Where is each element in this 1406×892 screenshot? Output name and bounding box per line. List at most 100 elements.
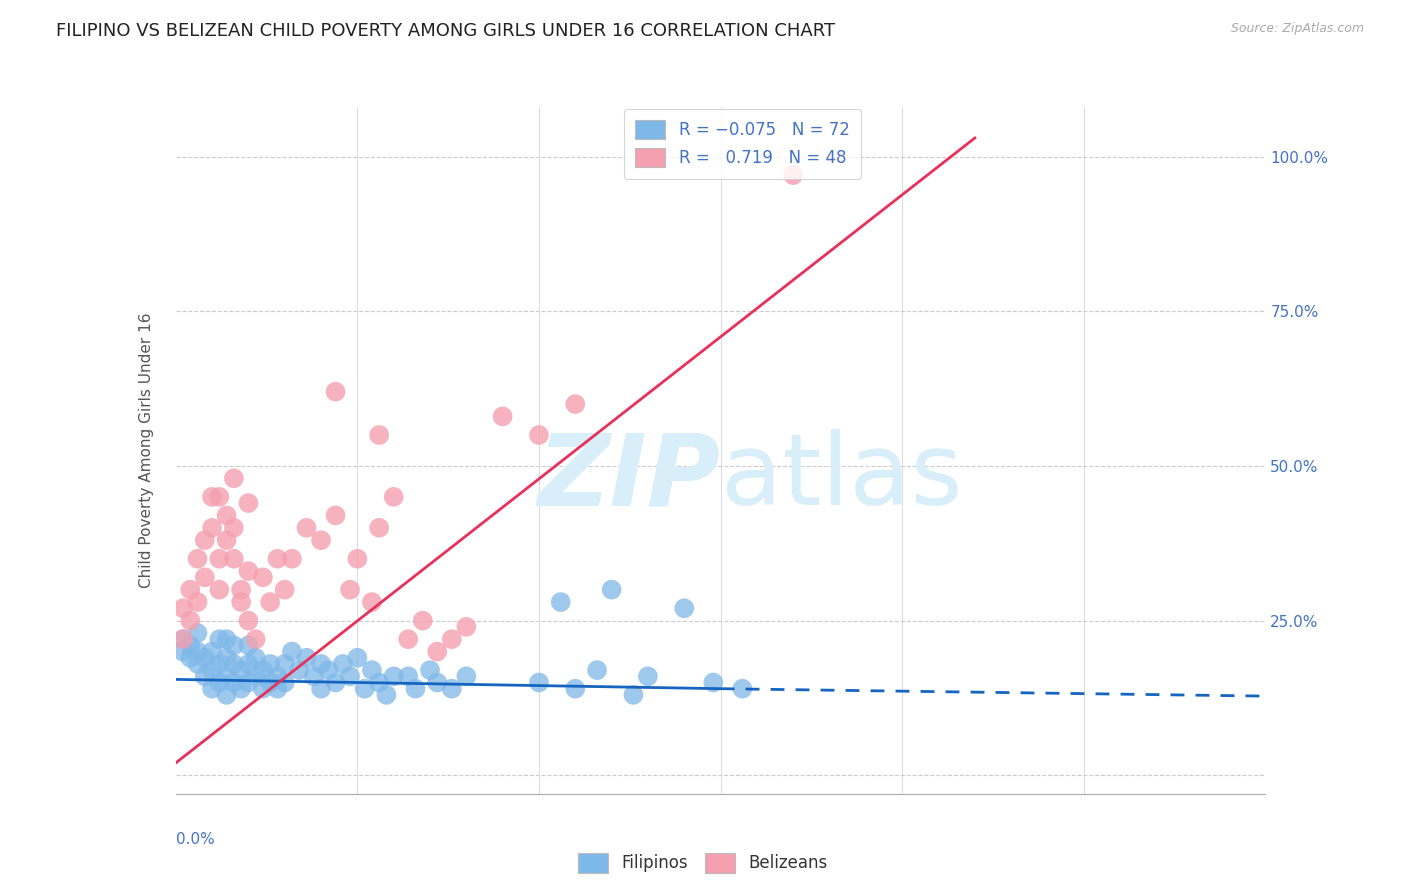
Point (194, 570, 217, 584)
Point (419, 663, 441, 677)
Point (353, 681, 375, 696)
Point (564, 681, 586, 696)
Point (222, 657, 245, 671)
Point (172, 644, 194, 658)
Point (208, 582, 231, 597)
Point (208, 551, 231, 566)
Point (186, 626, 209, 640)
Point (281, 644, 304, 658)
Text: atlas: atlas (721, 429, 962, 526)
Point (179, 582, 201, 597)
Point (179, 614, 201, 628)
Point (231, 681, 253, 696)
Point (222, 675, 245, 690)
Point (186, 644, 209, 658)
Point (368, 521, 391, 535)
Point (259, 595, 281, 609)
Point (440, 681, 463, 696)
Point (238, 675, 260, 690)
Point (222, 521, 245, 535)
Point (231, 582, 253, 597)
Point (456, 620, 478, 634)
Point (673, 601, 696, 615)
Point (231, 663, 253, 677)
Point (375, 688, 398, 702)
Point (325, 508, 347, 523)
Point (259, 675, 281, 690)
Point (274, 657, 297, 671)
Point (238, 614, 260, 628)
Point (231, 595, 253, 609)
Point (186, 551, 209, 566)
Point (440, 632, 463, 647)
Point (637, 669, 659, 683)
Point (215, 650, 238, 665)
Point (238, 564, 260, 578)
Point (238, 657, 260, 671)
Point (426, 675, 449, 690)
Point (325, 675, 347, 690)
Point (368, 428, 391, 442)
Point (201, 644, 224, 658)
Point (426, 644, 449, 658)
Point (527, 428, 550, 442)
Point (564, 397, 586, 411)
Point (245, 650, 267, 665)
Point (172, 632, 194, 647)
Point (245, 632, 267, 647)
Point (339, 582, 361, 597)
Point (201, 681, 224, 696)
Point (621, 688, 644, 702)
Point (252, 570, 274, 584)
Point (215, 533, 238, 548)
Point (238, 496, 260, 510)
Point (274, 582, 297, 597)
Point (731, 681, 754, 696)
Point (252, 663, 274, 677)
Point (208, 657, 231, 671)
Point (295, 521, 318, 535)
Point (222, 471, 245, 485)
Point (252, 681, 274, 696)
Point (179, 639, 201, 653)
Point (222, 639, 245, 653)
Point (274, 675, 297, 690)
Point (288, 663, 311, 677)
Text: ZIP: ZIP (537, 429, 721, 526)
Point (201, 521, 224, 535)
Point (266, 669, 288, 683)
Point (325, 384, 347, 399)
Point (201, 490, 224, 504)
Point (266, 681, 288, 696)
Point (208, 490, 231, 504)
Point (368, 675, 391, 690)
Text: FILIPINO VS BELIZEAN CHILD POVERTY AMONG GIRLS UNDER 16 CORRELATION CHART: FILIPINO VS BELIZEAN CHILD POVERTY AMONG… (56, 22, 835, 40)
Point (259, 657, 281, 671)
Point (346, 551, 368, 566)
Point (186, 595, 209, 609)
Point (360, 663, 382, 677)
Point (194, 533, 217, 548)
Point (782, 168, 804, 182)
Point (405, 681, 427, 696)
Point (339, 669, 361, 683)
Point (412, 614, 434, 628)
Point (318, 663, 340, 677)
Point (382, 669, 405, 683)
Point (332, 657, 354, 671)
Point (360, 595, 382, 609)
Point (266, 551, 288, 566)
Point (179, 650, 201, 665)
Point (215, 632, 238, 647)
Point (396, 632, 419, 647)
Point (346, 650, 368, 665)
Point (201, 663, 224, 677)
Point (215, 508, 238, 523)
Y-axis label: Child Poverty Among Girls Under 16: Child Poverty Among Girls Under 16 (139, 313, 155, 588)
Point (702, 675, 724, 690)
Point (194, 669, 217, 683)
Point (382, 490, 405, 504)
Point (309, 657, 332, 671)
Text: Source: ZipAtlas.com: Source: ZipAtlas.com (1230, 22, 1364, 36)
Point (186, 657, 209, 671)
